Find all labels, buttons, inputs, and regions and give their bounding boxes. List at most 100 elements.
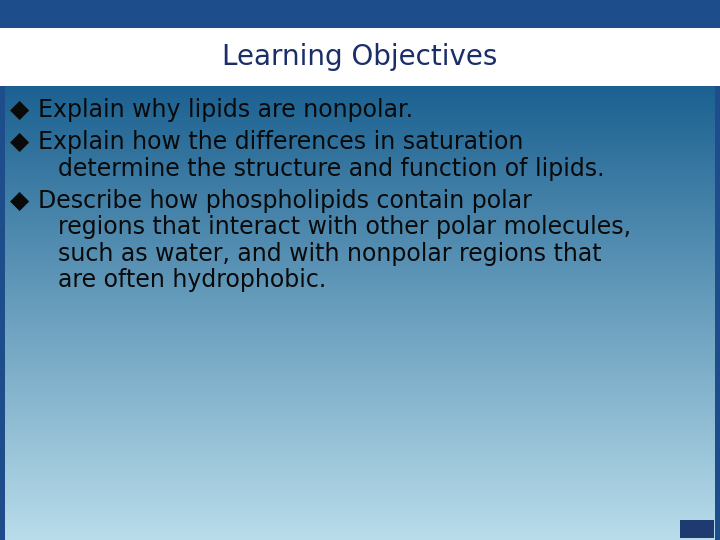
- Bar: [715, 86, 720, 540]
- Bar: [0, 507, 720, 510]
- Bar: [0, 522, 720, 525]
- Bar: [0, 268, 720, 271]
- Bar: [0, 357, 720, 360]
- Bar: [0, 286, 720, 289]
- Bar: [0, 379, 720, 381]
- Bar: [0, 368, 720, 370]
- Bar: [0, 320, 720, 322]
- Bar: [0, 92, 720, 95]
- Bar: [0, 148, 720, 151]
- Text: regions that interact with other polar molecules,: regions that interact with other polar m…: [58, 215, 631, 239]
- Bar: [0, 336, 720, 339]
- Bar: [0, 444, 720, 446]
- Bar: [0, 316, 720, 319]
- Text: Explain why lipids are nonpolar.: Explain why lipids are nonpolar.: [38, 98, 413, 122]
- Bar: [0, 295, 720, 298]
- Bar: [0, 267, 720, 269]
- Text: determine the structure and function of lipids.: determine the structure and function of …: [58, 157, 605, 181]
- Bar: [0, 307, 720, 310]
- Bar: [0, 291, 720, 293]
- Bar: [0, 416, 720, 419]
- Bar: [0, 454, 720, 457]
- Bar: [0, 468, 720, 470]
- Bar: [0, 535, 720, 537]
- Bar: [0, 301, 720, 304]
- Bar: [0, 353, 720, 355]
- Bar: [0, 460, 720, 463]
- Bar: [0, 382, 720, 384]
- Bar: [0, 224, 720, 227]
- Bar: [0, 276, 720, 278]
- Bar: [0, 518, 720, 521]
- Bar: [0, 229, 720, 231]
- Bar: [0, 345, 720, 348]
- Bar: [0, 239, 720, 242]
- Bar: [0, 147, 720, 150]
- Bar: [0, 482, 720, 484]
- Bar: [0, 362, 720, 364]
- Bar: [0, 201, 720, 204]
- Bar: [0, 497, 720, 499]
- Bar: [0, 207, 720, 210]
- Bar: [0, 338, 720, 340]
- Bar: [0, 521, 720, 523]
- Bar: [0, 433, 720, 436]
- Bar: [0, 477, 720, 480]
- Bar: [0, 456, 720, 458]
- Bar: [0, 359, 720, 361]
- Bar: [0, 327, 720, 329]
- Bar: [0, 451, 720, 454]
- Bar: [0, 167, 720, 169]
- Bar: [0, 310, 720, 313]
- Bar: [0, 486, 720, 489]
- Bar: [0, 442, 720, 444]
- Bar: [0, 233, 720, 236]
- Bar: [0, 332, 720, 334]
- Bar: [0, 315, 720, 318]
- Bar: [0, 122, 720, 124]
- Bar: [0, 462, 720, 464]
- Bar: [0, 212, 720, 214]
- Bar: [0, 102, 720, 104]
- Bar: [0, 200, 720, 202]
- Bar: [0, 123, 720, 125]
- Bar: [0, 421, 720, 423]
- Bar: [0, 459, 720, 461]
- Bar: [0, 133, 720, 136]
- Bar: [0, 367, 720, 369]
- Bar: [0, 164, 720, 166]
- Bar: [0, 203, 720, 206]
- Bar: [0, 344, 720, 346]
- Bar: [0, 414, 720, 416]
- Bar: [0, 195, 720, 198]
- Bar: [0, 478, 720, 481]
- Bar: [0, 232, 720, 234]
- Bar: [0, 447, 720, 449]
- Bar: [0, 514, 720, 516]
- Bar: [0, 490, 720, 493]
- Text: ◆: ◆: [10, 98, 30, 122]
- Text: such as water, and with nonpolar regions that: such as water, and with nonpolar regions…: [58, 242, 602, 266]
- Bar: [0, 412, 720, 414]
- Bar: [0, 324, 720, 327]
- Bar: [0, 363, 720, 366]
- Bar: [0, 321, 720, 323]
- Bar: [0, 114, 720, 116]
- Bar: [0, 161, 720, 163]
- Bar: [0, 484, 720, 487]
- Bar: [0, 214, 720, 216]
- Bar: [0, 235, 720, 238]
- Bar: [0, 156, 720, 159]
- Bar: [0, 380, 720, 383]
- Bar: [0, 318, 720, 321]
- Bar: [0, 135, 720, 138]
- Bar: [0, 289, 720, 292]
- Bar: [0, 314, 720, 316]
- Bar: [0, 152, 720, 154]
- Bar: [0, 389, 720, 392]
- Bar: [0, 299, 720, 301]
- Bar: [0, 137, 720, 139]
- Bar: [0, 250, 720, 253]
- Bar: [0, 501, 720, 504]
- Bar: [0, 256, 720, 259]
